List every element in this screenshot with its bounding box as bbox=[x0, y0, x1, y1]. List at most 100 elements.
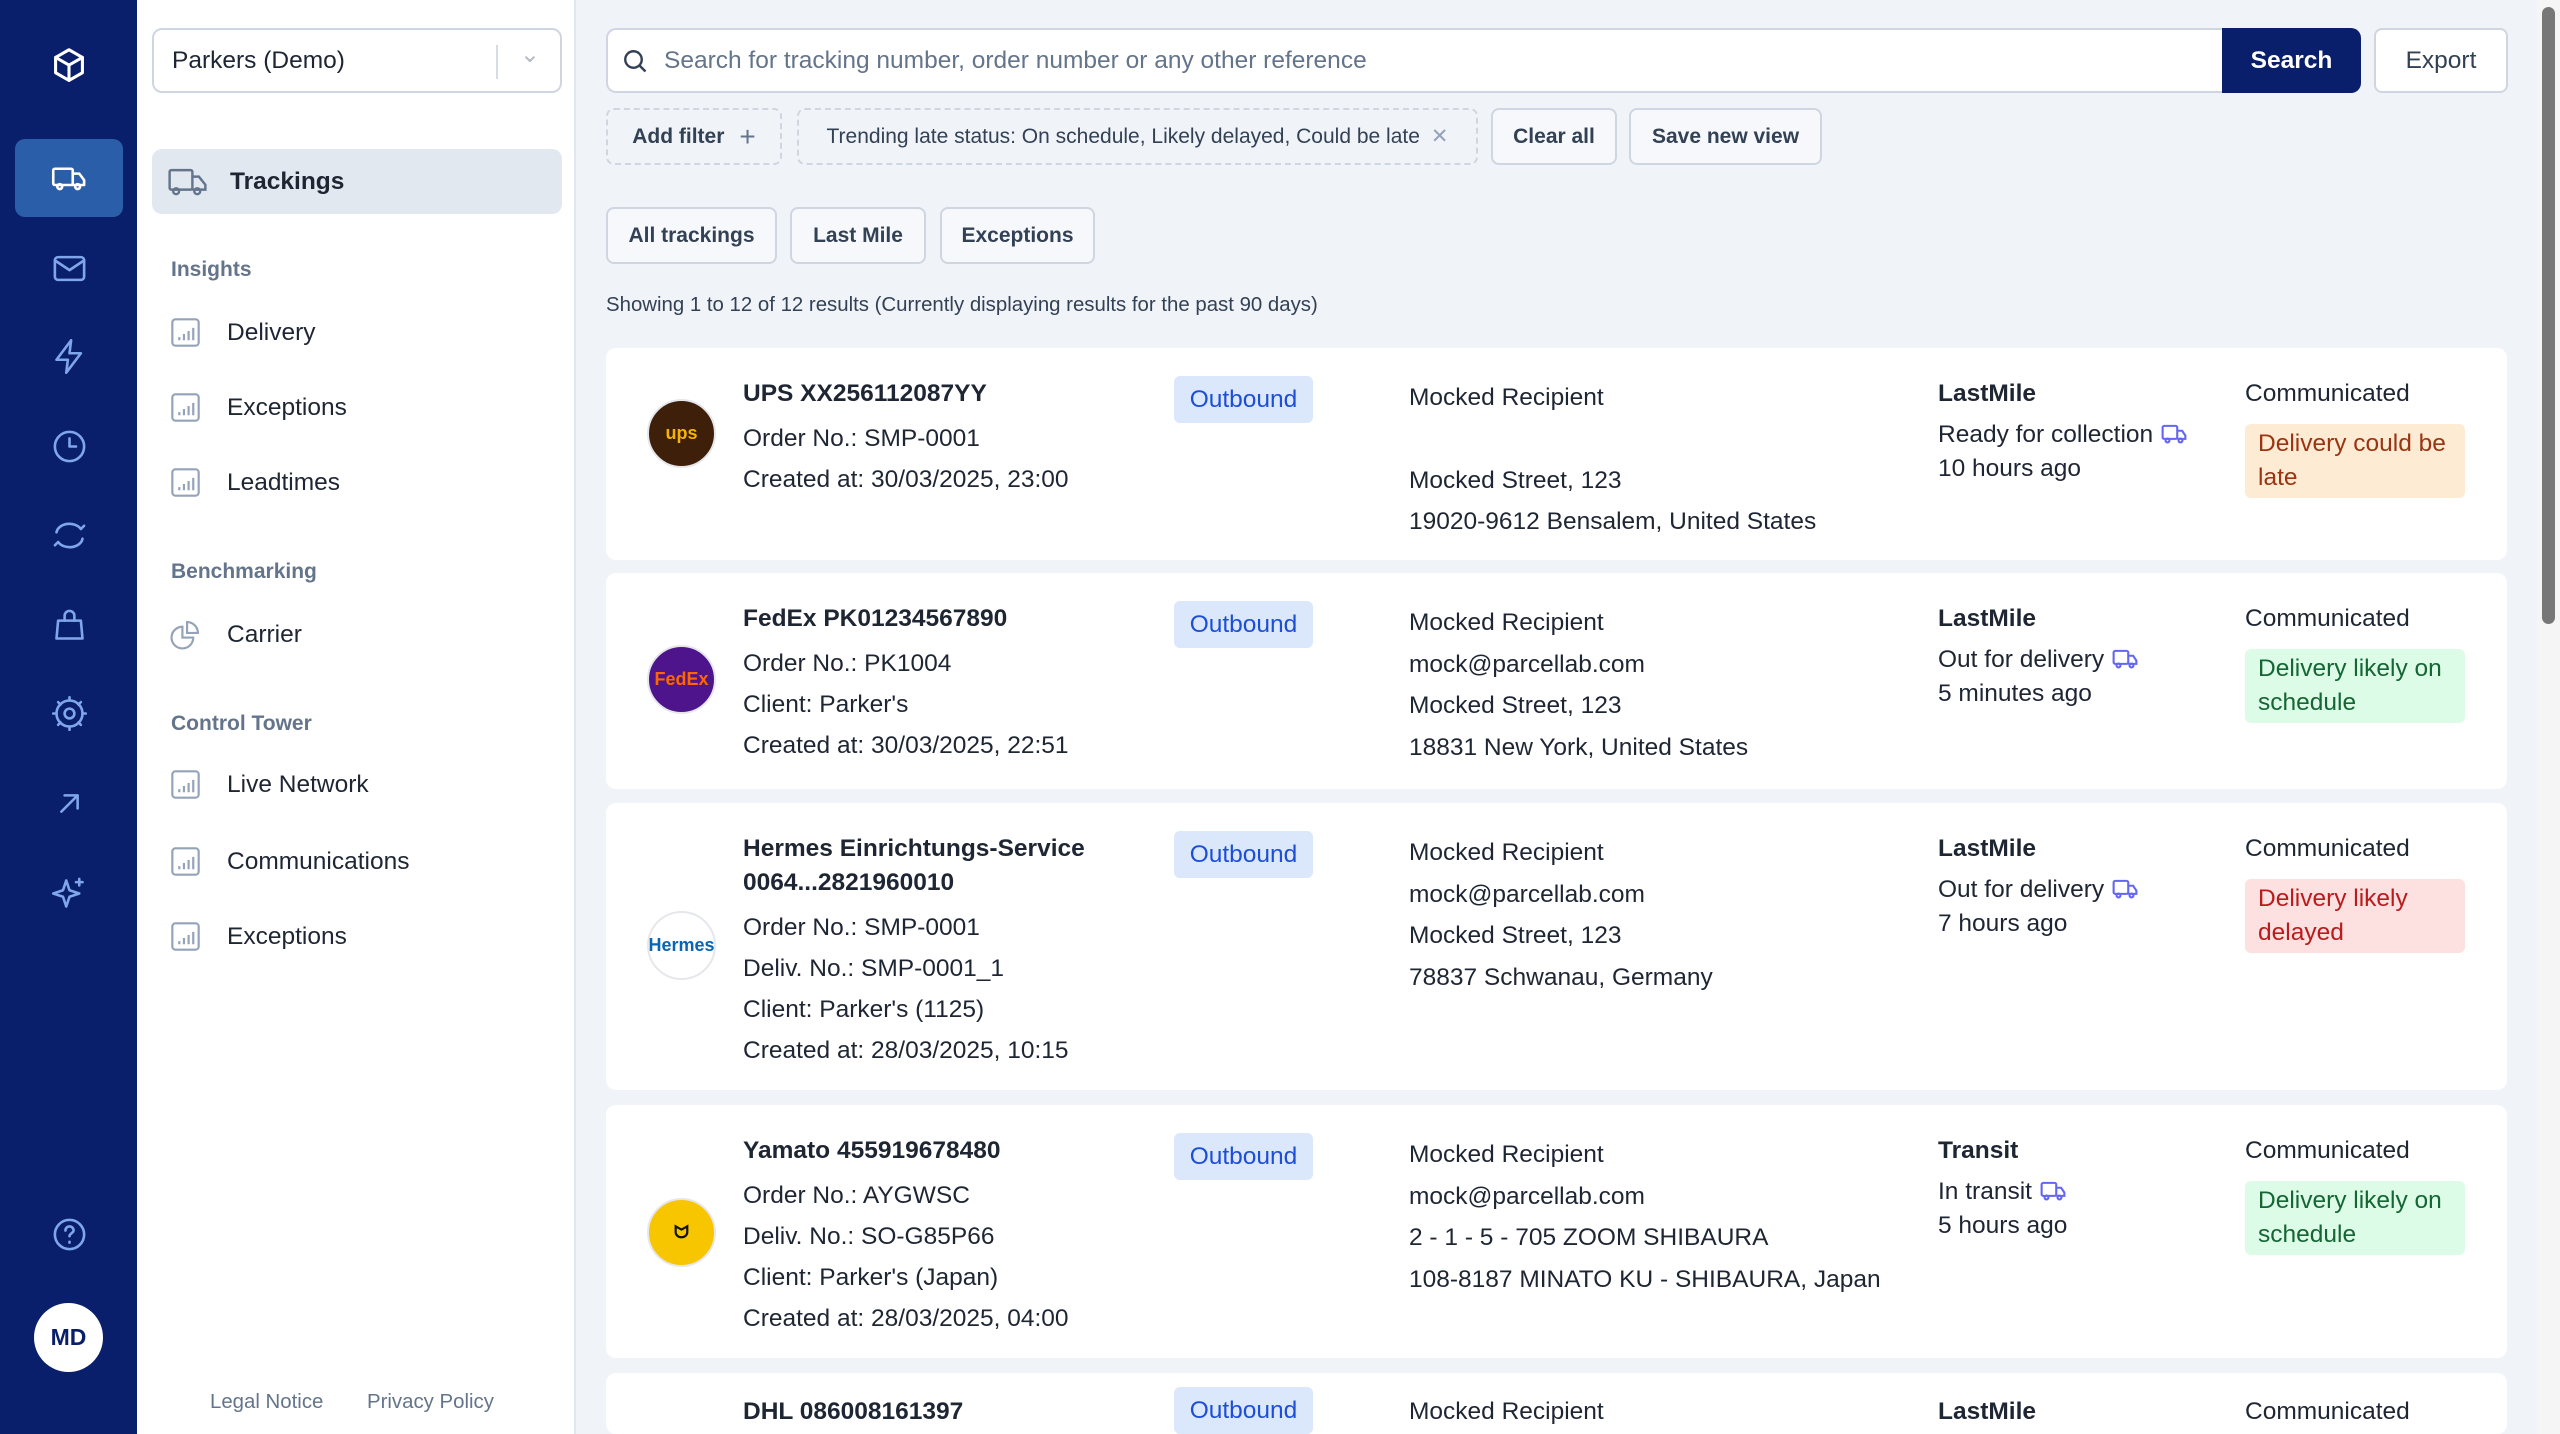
recipient-line: Mocked Recipient bbox=[1409, 1141, 1604, 1168]
status-text-row: In transit bbox=[1938, 1175, 2067, 1209]
sidebar-item-live-network[interactable]: Live Network bbox=[170, 769, 369, 800]
communication-info: Communicated Delivery likely delayed bbox=[2245, 832, 2465, 953]
truck-icon bbox=[2104, 646, 2138, 673]
close-icon[interactable]: ✕ bbox=[1430, 125, 1449, 148]
tracking-title[interactable]: Yamato 455919678480 bbox=[743, 1137, 1001, 1164]
sparkles-icon[interactable] bbox=[15, 854, 123, 932]
communication-status: Communicated bbox=[2245, 380, 2410, 407]
clock-icon[interactable] bbox=[15, 407, 123, 485]
sidebar-item-exceptions[interactable]: Exceptions bbox=[170, 392, 347, 423]
bar-chart-icon bbox=[171, 468, 200, 497]
sidebar-item-exceptions[interactable]: Exceptions bbox=[170, 921, 347, 952]
gear-icon[interactable] bbox=[15, 674, 123, 752]
clear-all-button[interactable]: Clear all bbox=[1491, 108, 1617, 165]
delivery-prediction-badge: Delivery could be late bbox=[2245, 424, 2465, 498]
recipient-line: 108-8187 MINATO KU - SHIBAURA, Japan bbox=[1409, 1265, 1881, 1293]
privacy-policy-link[interactable]: Privacy Policy bbox=[367, 1391, 494, 1413]
tracking-info: DHL 086008161397 bbox=[743, 1395, 963, 1429]
truck-icon[interactable] bbox=[15, 139, 123, 217]
sidebar-heading: Insights bbox=[171, 258, 252, 281]
tracking-status: LastMile Out for delivery 5 minutes ago bbox=[1938, 602, 2138, 711]
help-icon[interactable] bbox=[15, 1195, 123, 1273]
account-select[interactable]: Parkers (Demo) ⌄ bbox=[152, 28, 562, 93]
status-stage: LastMile bbox=[1938, 835, 2037, 862]
bolt-icon[interactable] bbox=[15, 317, 123, 395]
tracking-detail: Deliv. No.: SO-G85P66 bbox=[743, 1223, 995, 1250]
truck-icon bbox=[2153, 421, 2187, 448]
status-time: 10 hours ago bbox=[1938, 455, 2082, 482]
communication-status: Communicated bbox=[2245, 1137, 2410, 1164]
communication-status: Communicated bbox=[2245, 605, 2410, 632]
save-view-button[interactable]: Save new view bbox=[1629, 108, 1822, 165]
tracking-info: Hermes Einrichtungs-Service 0064...28219… bbox=[743, 832, 1135, 1071]
sidebar-item-label: Communications bbox=[227, 847, 410, 875]
sidebar-item-trackings[interactable]: Trackings bbox=[152, 149, 562, 214]
arrow-up-right-icon[interactable] bbox=[15, 764, 123, 842]
add-filter-label: Add filter bbox=[632, 124, 725, 148]
delivery-prediction-badge: Delivery likely on schedule bbox=[2245, 1181, 2465, 1255]
add-filter-button[interactable]: Add filter + bbox=[606, 108, 782, 165]
sidebar-item-carrier[interactable]: Carrier bbox=[170, 619, 302, 650]
sidebar-item-leadtimes[interactable]: Leadtimes bbox=[170, 467, 340, 498]
tracking-card[interactable]: ᗢ Yamato 455919678480 Order No.: AYGWSC Del… bbox=[606, 1105, 2507, 1358]
logo-icon[interactable] bbox=[15, 28, 123, 106]
tracking-title[interactable]: FedEx PK01234567890 bbox=[743, 605, 1008, 632]
truck-icon bbox=[2104, 876, 2138, 903]
tracking-card[interactable]: ups UPS XX256112087YY Order No.: SMP-0001 C… bbox=[606, 348, 2507, 560]
tracking-card[interactable]: FedEx FedEx PK01234567890 Order No.: PK100… bbox=[606, 573, 2507, 789]
status-text: In transit bbox=[1938, 1178, 2032, 1205]
sync-icon[interactable] bbox=[15, 496, 123, 574]
sidebar-item-label: Carrier bbox=[227, 620, 302, 648]
sidebar-item-label: Trackings bbox=[230, 167, 345, 195]
direction-badge: Outbound bbox=[1174, 1133, 1313, 1180]
mail-icon[interactable] bbox=[15, 229, 123, 307]
recipient-line: 2 - 1 - 5 - 705 ZOOM SHIBAURA bbox=[1409, 1224, 1769, 1252]
tab-all-trackings[interactable]: All trackings bbox=[606, 207, 777, 264]
tracking-card[interactable]: Hermes Hermes Einrichtungs-Service 0064..… bbox=[606, 803, 2507, 1090]
recipient-info: Mocked Recipient mock@parcellab.com Mocked… bbox=[1409, 602, 1748, 768]
icon-rail: MD bbox=[0, 0, 137, 1434]
status-stage: LastMile bbox=[1938, 1398, 2037, 1425]
scrollbar-thumb[interactable] bbox=[2542, 7, 2555, 624]
recipient-line: Mocked Recipient bbox=[1409, 1398, 1604, 1425]
tracking-card[interactable]: DHL 086008161397 Outbound Mocked Recipient… bbox=[606, 1373, 2507, 1434]
recipient-line: Mocked Street, 123 bbox=[1409, 466, 1622, 494]
tracking-status: LastMile Ready for collection 10 hours ago bbox=[1938, 377, 2187, 486]
tracking-detail: Order No.: SMP-0001 bbox=[743, 425, 980, 452]
sidebar-heading: Control Tower bbox=[171, 712, 312, 735]
tracking-title[interactable]: Hermes Einrichtungs-Service 0064...28219… bbox=[743, 835, 1085, 896]
recipient-line: Mocked Street, 123 bbox=[1409, 692, 1622, 720]
sidebar-item-delivery[interactable]: Delivery bbox=[170, 317, 316, 348]
legal-notice-link[interactable]: Legal Notice bbox=[210, 1391, 324, 1413]
filter-chip-label: Trending late status: On schedule, Likel… bbox=[826, 124, 1420, 148]
scrollbar[interactable] bbox=[2537, 0, 2560, 1434]
tracking-detail: Created at: 30/03/2025, 22:51 bbox=[743, 732, 1069, 759]
tab-exceptions[interactable]: Exceptions bbox=[940, 207, 1095, 264]
direction-badge: Outbound bbox=[1174, 1387, 1313, 1434]
tracking-title[interactable]: DHL 086008161397 bbox=[743, 1398, 964, 1425]
search-button[interactable]: Search bbox=[2222, 28, 2361, 93]
recipient-info: Mocked Recipient mock@parcellab.com 2 - 1 … bbox=[1409, 1134, 1881, 1300]
communication-info: Communicated Delivery could be late bbox=[2245, 377, 2465, 498]
tracking-title[interactable]: UPS XX256112087YY bbox=[743, 380, 987, 407]
tracking-detail: Client: Parker's bbox=[743, 691, 909, 718]
communication-info: Communicated Delivery likely on schedule bbox=[2245, 1134, 2465, 1255]
recipient-line: 18831 New York, United States bbox=[1409, 733, 1749, 761]
export-button[interactable]: Export bbox=[2374, 28, 2508, 93]
recipient-line: mock@parcellab.com bbox=[1409, 1182, 1645, 1210]
avatar[interactable]: MD bbox=[34, 1303, 103, 1372]
bag-icon[interactable] bbox=[15, 586, 123, 664]
communication-info: Communicated Delivery likely on schedule bbox=[2245, 602, 2465, 723]
search-input[interactable]: Search for tracking number, order number… bbox=[606, 28, 2223, 93]
communication-info: Communicated bbox=[2245, 1395, 2410, 1429]
bar-chart-icon bbox=[171, 318, 200, 347]
bar-chart-icon bbox=[171, 770, 200, 799]
tab-last-mile[interactable]: Last Mile bbox=[790, 207, 926, 264]
yamato-logo: ᗢ bbox=[647, 1198, 716, 1267]
status-time: 7 hours ago bbox=[1938, 910, 2068, 937]
filter-chip[interactable]: Trending late status: On schedule, Likel… bbox=[797, 108, 1478, 165]
bar-chart-icon bbox=[171, 922, 200, 951]
sidebar-item-communications[interactable]: Communications bbox=[170, 846, 409, 877]
status-stage: LastMile bbox=[1938, 380, 2037, 407]
